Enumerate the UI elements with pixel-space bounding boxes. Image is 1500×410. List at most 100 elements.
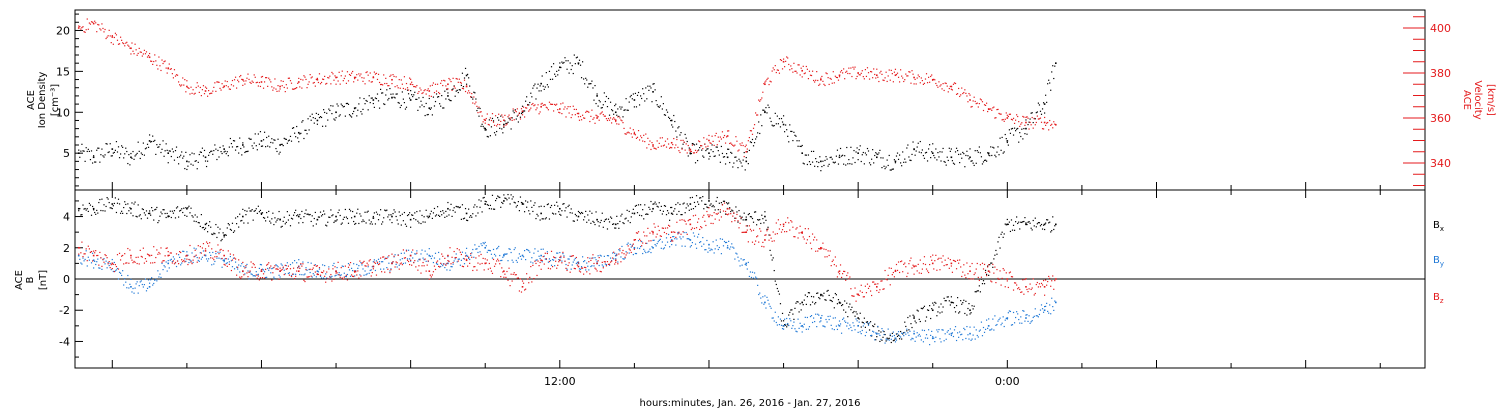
data-dot <box>78 255 79 256</box>
data-dot <box>1026 116 1027 117</box>
data-dot <box>111 207 112 208</box>
density-tick-label: 5 <box>63 147 70 160</box>
data-point <box>410 83 412 85</box>
data-dot <box>81 263 82 264</box>
data-dot <box>484 119 485 120</box>
data-dot <box>633 93 634 94</box>
data-dot <box>192 262 193 263</box>
data-dot <box>315 118 316 119</box>
data-dot <box>445 85 446 86</box>
data-dot <box>302 261 303 262</box>
data-dot <box>823 165 824 166</box>
data-dot <box>170 252 171 253</box>
data-dot <box>874 339 875 340</box>
data-dot <box>748 241 749 242</box>
data-dot <box>808 154 809 155</box>
data-dot <box>930 76 931 77</box>
data-dot <box>830 78 831 79</box>
data-dot <box>578 262 579 263</box>
data-dot <box>244 267 245 268</box>
data-dot <box>88 257 89 258</box>
data-dot <box>527 249 528 250</box>
data-dot <box>509 285 510 286</box>
data-dot <box>561 113 562 114</box>
data-dot <box>585 211 586 212</box>
data-dot <box>656 236 657 237</box>
data-dot <box>635 253 636 254</box>
data-dot <box>118 268 119 269</box>
data-dot <box>626 134 627 135</box>
data-dot <box>492 113 493 114</box>
data-dot <box>234 257 235 258</box>
data-dot <box>1037 111 1038 112</box>
data-dot <box>536 275 537 276</box>
data-dot <box>1034 225 1035 226</box>
data-dot <box>872 149 873 150</box>
data-dot <box>818 248 819 249</box>
data-dot <box>380 269 381 270</box>
data-dot <box>990 146 991 147</box>
data-dot <box>582 256 583 257</box>
data-dot <box>923 341 924 342</box>
data-dot <box>766 230 767 231</box>
data-dot <box>768 303 769 304</box>
data-dot <box>162 269 163 270</box>
data-dot <box>456 257 457 258</box>
data-dot <box>459 249 460 250</box>
data-dot <box>805 154 806 155</box>
data-dot <box>803 236 804 237</box>
data-dot <box>760 114 761 115</box>
data-dot <box>465 252 466 253</box>
data-dot <box>888 275 889 276</box>
data-dot <box>391 222 392 223</box>
data-dot <box>809 236 810 237</box>
data-dot <box>361 221 362 222</box>
data-dot <box>129 207 130 208</box>
data-dot <box>931 74 932 75</box>
data-dot <box>647 252 648 253</box>
data-dot <box>589 211 590 212</box>
data-dot <box>128 287 129 288</box>
data-dot <box>562 253 563 254</box>
data-dot <box>859 149 860 150</box>
data-dot <box>494 266 495 267</box>
data-dot <box>989 109 990 110</box>
data-dot <box>769 235 770 236</box>
data-dot <box>284 87 285 88</box>
data-dot <box>238 264 239 265</box>
data-dot <box>831 300 832 301</box>
data-dot <box>457 78 458 79</box>
data-dot <box>1018 222 1019 223</box>
data-dot <box>763 246 764 247</box>
data-dot <box>873 326 874 327</box>
data-dot <box>729 208 730 209</box>
data-dot <box>203 155 204 156</box>
data-dot <box>777 324 778 325</box>
data-dot <box>491 271 492 272</box>
data-dot <box>851 76 852 77</box>
data-dot <box>1028 122 1029 123</box>
data-point <box>261 81 263 83</box>
data-dot <box>266 137 267 138</box>
data-dot <box>747 225 748 226</box>
data-dot <box>156 144 157 145</box>
data-dot <box>467 220 468 221</box>
data-dot <box>674 238 675 239</box>
data-dot <box>847 163 848 164</box>
data-dot <box>743 232 744 233</box>
data-dot <box>213 259 214 260</box>
data-dot <box>146 210 147 211</box>
data-dot <box>603 104 604 105</box>
data-dot <box>605 116 606 117</box>
data-dot <box>1018 319 1019 320</box>
data-dot <box>733 212 734 213</box>
data-dot <box>255 210 256 211</box>
data-dot <box>586 79 587 80</box>
data-dot <box>717 197 718 198</box>
data-dot <box>152 136 153 137</box>
data-dot <box>335 84 336 85</box>
data-dot <box>264 278 265 279</box>
data-dot <box>910 83 911 84</box>
data-dot <box>746 225 747 226</box>
data-dot <box>390 214 391 215</box>
